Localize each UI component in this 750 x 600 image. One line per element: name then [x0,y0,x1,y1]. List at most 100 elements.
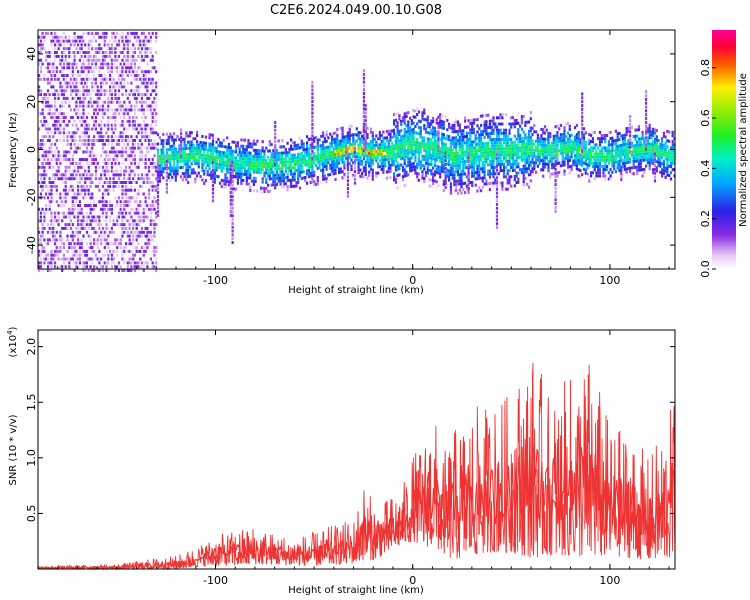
spectrogram-cell [105,188,108,192]
spectrogram-cell [185,143,188,147]
spectrogram-cell [54,249,57,253]
spectrogram-cell [73,169,76,173]
spectrogram-cell [394,125,397,128]
spectrogram-cell [435,164,438,168]
spectrogram-cell [100,135,103,139]
spectrogram-cell [84,265,87,269]
spectrogram-cell [165,142,168,145]
spectrogram-cell [119,207,122,211]
spectrogram-cell [231,225,234,229]
spectrogram-cell [71,123,74,127]
spectrogram-cell [38,74,41,77]
spectrogram-cell [361,141,364,144]
spectrogram-cell [405,155,408,159]
spectrogram-cell [91,31,94,35]
spectrogram-cell [91,150,94,154]
spectrogram-cell [87,257,90,261]
spectrogram-cell [410,128,413,132]
spectrogram-cell [446,162,449,166]
spectrogram-cell [325,177,328,181]
spectrogram-cell [125,181,128,184]
spectrogram-cell [424,149,428,153]
spectrogram-cell [238,147,241,151]
spectrogram-cell [187,174,190,178]
spectrogram-cell [293,169,296,173]
spectrogram-cell [448,153,451,157]
spectrogram-cell [62,226,65,230]
spectrogram-cell [187,156,190,160]
spectrogram-cell [167,141,170,145]
spectrogram-cell [68,158,71,162]
spectrogram-cell [385,170,389,174]
spectrogram-cell [465,141,468,145]
spectrogram-cell [211,174,215,178]
spectrogram-cell [100,238,103,242]
spectrogram-cell [73,96,76,100]
spectrogram-cell [460,182,463,186]
spectrogram-cell [472,131,476,134]
spectrogram-cell [165,186,168,190]
spectrogram-cell [105,93,108,97]
spectrogram-cell [416,122,419,126]
spectrogram-cell [407,154,410,158]
spectrogram-cell [50,200,53,204]
spectrogram-cell [125,226,128,230]
spectrogram-cell [446,153,449,157]
spectrogram-cell [135,234,138,238]
spectrogram-cell [414,149,417,153]
spectrogram-cell [69,89,73,93]
spectrogram-cell [85,223,89,227]
spectrogram-cell [119,265,122,269]
spectrogram-cell [155,188,158,192]
spectrogram-cell [268,174,271,178]
spectrogram-cell [407,132,410,136]
spectrogram-cell [162,132,165,136]
spectrogram-cell [387,129,390,133]
spectrogram-cell [231,233,234,237]
spectrogram-cell [524,120,527,124]
spectrogram-cell [142,207,145,211]
spectrogram-cell [313,145,316,149]
spectrogram-cell [449,157,452,161]
spectrogram-cell [279,173,282,177]
spectrogram-cell [197,143,200,147]
spectrogram-cell [320,156,323,160]
spectrogram-cell [215,165,218,169]
spectrogram-cell [263,165,266,169]
spectrogram-cell [59,200,62,204]
spectrogram-cell [38,85,41,89]
spectrogram-cell [57,39,60,43]
spectrogram-cell [98,47,101,51]
spectrogram-cell [527,154,531,158]
spectrogram-cell [481,129,484,133]
spectrogram-cell [46,257,50,261]
spectrogram-cell [499,128,502,132]
spectrogram-cell [282,182,286,186]
spectrogram-cell [531,142,534,146]
spectrogram-cell [362,88,365,92]
spectrogram-cell [451,164,454,168]
spectrogram-cell [57,223,60,227]
spectrogram-cell [286,175,289,179]
spectrogram-cell [519,140,522,144]
spectrogram-cell [137,223,140,227]
spectrogram-cell [121,51,124,54]
spectrogram-cell [43,96,46,100]
spectrogram-cell [471,121,474,125]
spectrogram-cell [52,74,55,77]
spectrogram-cell [117,261,121,265]
spectrogram-cell [45,54,48,58]
spectrogram-cell [393,150,396,154]
spectrogram-cell [94,154,97,158]
spectrogram-cell [401,156,405,160]
spectrogram-cell [526,170,529,174]
spectrogram-cell [121,70,124,74]
spectrogram-cell [456,157,460,161]
spectrogram-cell [91,215,94,219]
spectrogram-cell [61,257,64,261]
spectrogram-cell [416,141,419,144]
spectrogram-cell [146,265,149,269]
spectrogram-cell [77,89,80,93]
spectrogram-cell [125,196,128,200]
spectrogram-cell [314,182,318,186]
